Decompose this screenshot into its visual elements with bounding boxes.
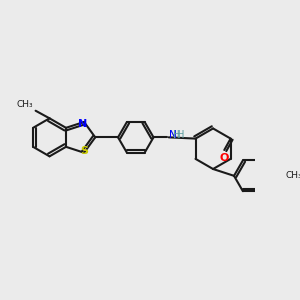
Text: CH₃: CH₃ <box>16 100 33 109</box>
Text: O: O <box>220 153 229 163</box>
Text: N: N <box>78 119 87 129</box>
Text: N: N <box>169 130 176 140</box>
Text: H: H <box>173 130 181 140</box>
Text: NH: NH <box>169 130 184 140</box>
Text: S: S <box>80 146 88 156</box>
Text: CH₃: CH₃ <box>285 171 300 180</box>
